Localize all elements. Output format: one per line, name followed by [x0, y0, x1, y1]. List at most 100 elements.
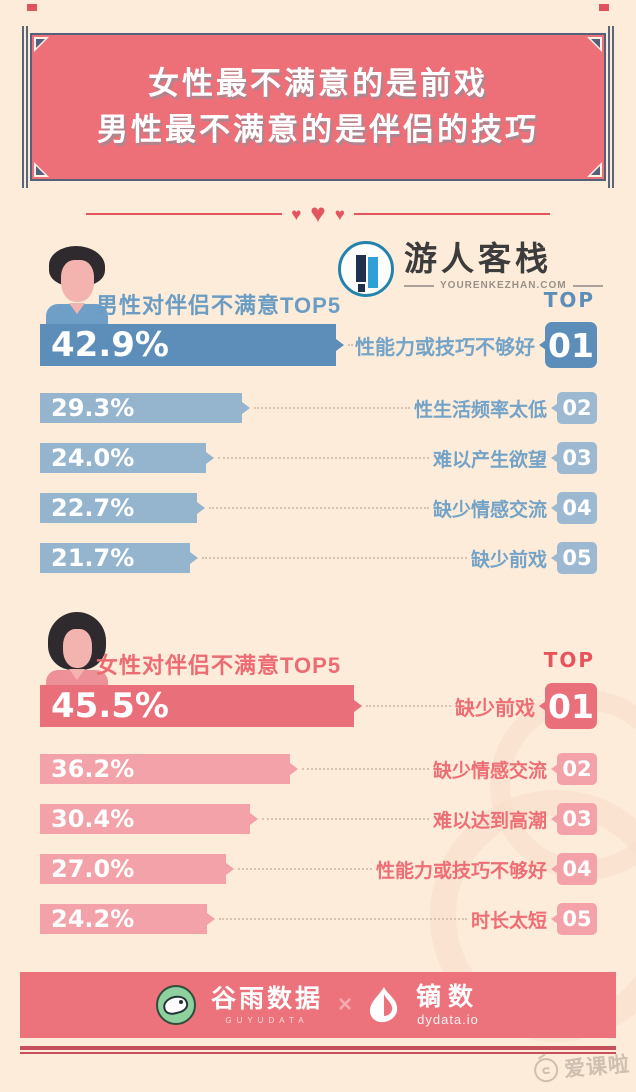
bar-row: 27.0% 性能力或技巧不够好 04	[40, 853, 597, 885]
bar-row: 36.2% 缺少情感交流 02	[40, 753, 597, 785]
top-right-tick	[599, 4, 609, 11]
bar-row: 22.7% 缺少情感交流 04	[40, 492, 597, 524]
frame-line	[612, 26, 614, 188]
page-title-line2: 男性最不满意的是伴侣的技巧	[97, 112, 539, 147]
rank-badge: 04	[551, 853, 597, 885]
dydata-name: 镝数	[416, 982, 481, 1012]
dydata-sub: dydata.io	[417, 1011, 479, 1027]
bar: 29.3%	[40, 393, 242, 423]
female-section-title: 女性对伴侣不满意TOP5	[96, 653, 342, 678]
bar: 45.5%	[40, 685, 354, 727]
dotted-connector	[348, 344, 351, 346]
divider-line	[86, 213, 283, 215]
bar-tip-arrow	[290, 763, 298, 775]
bar: 24.2%	[40, 904, 207, 934]
badge-tip-arrow	[539, 340, 546, 350]
heart-icon: ♥	[334, 204, 345, 224]
rank-badge: 01	[539, 322, 597, 368]
top-left-tick	[27, 4, 37, 11]
rank-badge: 02	[551, 753, 597, 785]
badge-tip-arrow	[551, 764, 558, 774]
dotted-connector	[219, 918, 467, 920]
bar-tip-arrow	[226, 863, 234, 875]
badge-tip-arrow	[551, 453, 558, 463]
dotted-connector	[302, 768, 429, 770]
corner-ornament	[587, 162, 602, 177]
collab-x-separator: ×	[337, 991, 352, 1018]
badge-tip-arrow	[551, 864, 558, 874]
bar-tip-arrow	[336, 339, 344, 351]
watermark-bird-icon	[533, 1053, 560, 1084]
rank-number: 01	[548, 686, 594, 726]
male-bar-rows: 42.9% 性能力或技巧不够好 01 29.3% 性生活频率太低 02 24.0% 难以产生欲…	[40, 322, 597, 584]
rank-badge: 05	[551, 542, 597, 574]
rank-badge: 01	[539, 683, 597, 729]
bar-value-label: 30.4%	[51, 805, 135, 833]
rank-badge: 03	[551, 442, 597, 474]
bar: 42.9%	[40, 324, 336, 366]
avatar-collar	[69, 303, 85, 314]
header-banner: 女性最不满意的是前戏 男性最不满意的是伴侣的技巧	[30, 33, 606, 181]
dotted-connector	[254, 407, 410, 409]
bar-tip-arrow	[207, 913, 215, 925]
male-section-title: 男性对伴侣不满意TOP5	[96, 293, 342, 318]
badge-tip-arrow	[551, 553, 558, 563]
bar-value-label: 22.7%	[51, 494, 135, 522]
brand-name: 游人客栈	[404, 239, 552, 278]
rank-number: 01	[548, 325, 594, 365]
bar-value-label: 29.3%	[51, 394, 135, 422]
brand-domain: YOURENKEZHAN.COM	[404, 280, 603, 291]
bar: 21.7%	[40, 543, 190, 573]
category-label: 时长太短	[470, 910, 547, 932]
female-bar-rows: 45.5% 缺少前戏 01 36.2% 缺少情感交流 02 30.4% 难以达到高潮 03 27.…	[40, 683, 597, 945]
category-label: 缺少情感交流	[432, 760, 547, 782]
rank-number: 03	[562, 446, 592, 470]
guyudata-name: 谷雨数据	[210, 984, 323, 1014]
rank-number: 04	[562, 857, 592, 881]
bar-value-label: 27.0%	[51, 855, 135, 883]
divider-line	[353, 213, 550, 215]
bar: 24.0%	[40, 443, 206, 473]
dydata-logo-icon	[369, 987, 398, 1023]
dotted-connector	[218, 457, 429, 459]
brand-logo-icon	[338, 241, 394, 297]
category-label: 缺少前戏	[455, 697, 535, 720]
brand-logo: 游人客栈 YOURENKEZHAN.COM	[338, 239, 603, 297]
dotted-connector	[262, 818, 429, 820]
bar-value-label: 21.7%	[51, 544, 135, 572]
dotted-connector	[238, 868, 372, 870]
page-title: 女性最不满意的是前戏 男性最不满意的是伴侣的技巧	[32, 61, 604, 153]
dotted-connector	[366, 705, 451, 707]
bar-value-label: 42.9%	[51, 325, 169, 365]
guyudata-sub: GUYUDATA	[225, 1015, 309, 1025]
rank-badge: 05	[551, 903, 597, 935]
badge-tip-arrow	[551, 403, 558, 413]
category-label: 性生活频率太低	[413, 399, 547, 421]
frame-line	[608, 26, 610, 188]
bar-row: 21.7% 缺少前戏 05	[40, 542, 597, 574]
category-label: 难以产生欲望	[432, 449, 547, 471]
female-top-label: TOP	[543, 648, 595, 672]
bar-tip-arrow	[354, 700, 362, 712]
category-label: 缺少情感交流	[432, 499, 547, 521]
avatar-shirt	[46, 304, 108, 324]
rank-badge: 02	[551, 392, 597, 424]
guyudata-logo-icon	[155, 985, 196, 1025]
rank-number: 05	[562, 907, 592, 931]
bar-value-label: 45.5%	[51, 686, 169, 726]
bar: 22.7%	[40, 493, 197, 523]
male-top-label: TOP	[543, 288, 595, 312]
bar-row: 24.2% 时长太短 05	[40, 903, 597, 935]
watermark-text: 爱课啦	[563, 1052, 631, 1082]
bar-row: 29.3% 性生活频率太低 02	[40, 392, 597, 424]
footer-rule-thin	[20, 1052, 616, 1054]
rank-number: 05	[562, 546, 592, 570]
corner-ornament	[587, 37, 602, 52]
header-frame: 女性最不满意的是前戏 男性最不满意的是伴侣的技巧	[22, 26, 614, 188]
heart-icon: ♥	[310, 197, 326, 228]
bar-tip-arrow	[190, 552, 198, 564]
category-label: 性能力或技巧不够好	[355, 336, 535, 359]
rank-number: 02	[562, 757, 592, 781]
badge-tip-arrow	[539, 701, 546, 711]
